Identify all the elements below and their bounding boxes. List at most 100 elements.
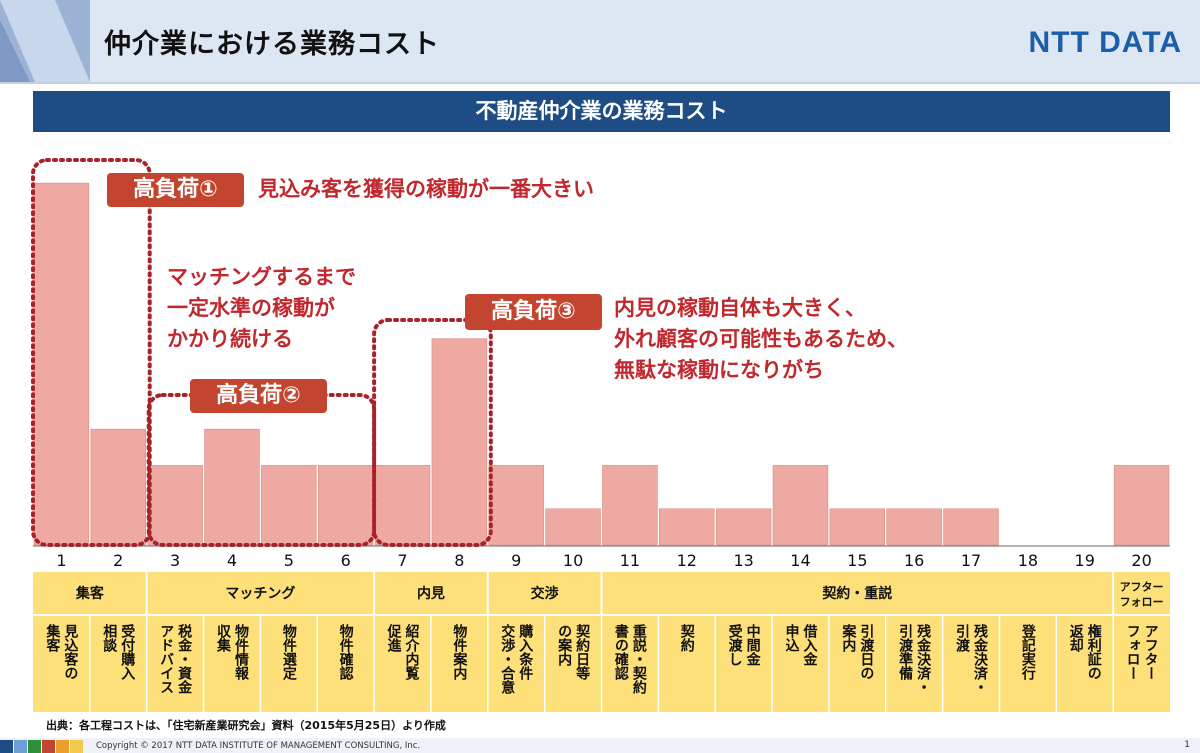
bar-11 bbox=[602, 465, 658, 546]
header-corner-graphic bbox=[0, 0, 90, 82]
chart-title: 不動産仲介業の業務コスト bbox=[33, 91, 1170, 132]
header: 仲介業における業務コスト NTT DATA bbox=[0, 0, 1200, 82]
tick-label-19: 19 bbox=[1075, 551, 1095, 570]
task-label-4: 収集 bbox=[215, 623, 232, 653]
footer-square-orange bbox=[56, 740, 69, 753]
task-label-15: 案内 bbox=[840, 623, 857, 653]
high-load-2-note: マッチングするまで 一定水準の稼動が かかり続ける bbox=[167, 265, 356, 351]
footer-square-lightblue bbox=[14, 740, 27, 753]
task-label-3: アドバイス bbox=[158, 624, 174, 694]
task-label-11: 書の確認 bbox=[613, 623, 629, 681]
task-label-14: 申込 bbox=[783, 623, 799, 652]
phase-label: フォロー bbox=[1120, 596, 1164, 609]
task-label-10: の案内 bbox=[556, 624, 573, 667]
tick-label-3: 3 bbox=[170, 551, 180, 570]
bar-20 bbox=[1113, 465, 1170, 546]
tick-label-9: 9 bbox=[511, 551, 521, 570]
task-label-7: 促進 bbox=[386, 623, 403, 653]
tick-label-12: 12 bbox=[677, 551, 697, 570]
phase-label: アフター bbox=[1120, 581, 1164, 594]
phase-label: 内見 bbox=[417, 585, 445, 602]
task-label-16: 引渡準備 bbox=[897, 624, 913, 681]
bar-5 bbox=[261, 465, 317, 546]
task-label-20: アフター bbox=[1143, 624, 1159, 680]
high-load-3-note: 内見の稼動自体も大きく、 外れ顧客の可能性もあるため、 無駄な稼動になりがち bbox=[614, 296, 908, 382]
tick-label-10: 10 bbox=[563, 551, 583, 570]
tick-label-11: 11 bbox=[620, 551, 640, 570]
task-label-13: 受渡し bbox=[727, 623, 743, 666]
bar-1 bbox=[33, 182, 90, 546]
bar-4 bbox=[204, 428, 260, 546]
bar-10 bbox=[545, 508, 601, 546]
task-label-18: 登記実行 bbox=[1020, 623, 1037, 681]
bar-3 bbox=[147, 465, 203, 546]
task-label-4: 物件情報 bbox=[233, 623, 249, 681]
header-divider bbox=[0, 82, 1200, 84]
task-label-2: 受付購入 bbox=[119, 623, 136, 680]
task-label-11: 重説・契約 bbox=[631, 623, 648, 695]
tick-label-1: 1 bbox=[56, 551, 66, 570]
bar-9 bbox=[488, 465, 544, 546]
task-label-9: 購入条件 bbox=[517, 623, 534, 681]
task-label-1: 集客 bbox=[44, 623, 61, 652]
high-load-1-note: 見込み客を獲得の稼動が一番大きい bbox=[258, 177, 594, 201]
footer-bar bbox=[0, 738, 1200, 753]
bar-17 bbox=[943, 508, 999, 546]
tick-label-16: 16 bbox=[904, 551, 924, 570]
bar-2 bbox=[90, 428, 146, 546]
tick-label-6: 6 bbox=[341, 551, 351, 570]
task-label-3: 税金・資金 bbox=[176, 623, 193, 694]
tick-label-13: 13 bbox=[733, 551, 753, 570]
task-label-14: 借入金 bbox=[801, 623, 818, 666]
task-label-19: 返却 bbox=[1068, 623, 1084, 653]
task-label-17: 残金決済・ bbox=[972, 623, 989, 694]
task-label-17: 引渡 bbox=[954, 624, 970, 653]
high-load-3-tag: 高負荷③ bbox=[465, 294, 602, 330]
tick-label-17: 17 bbox=[961, 551, 981, 570]
bar-6 bbox=[317, 465, 374, 546]
tick-label-20: 20 bbox=[1131, 551, 1151, 570]
tick-label-7: 7 bbox=[397, 551, 407, 570]
high-load-1-tag: 高負荷① bbox=[107, 173, 244, 207]
tick-label-15: 15 bbox=[847, 551, 867, 570]
bar-15 bbox=[829, 508, 886, 546]
task-label-2: 相談 bbox=[101, 623, 117, 653]
bar-16 bbox=[886, 508, 942, 546]
tick-label-14: 14 bbox=[790, 551, 810, 570]
high-load-3-box bbox=[372, 318, 493, 547]
footer-square-blue bbox=[0, 740, 13, 753]
task-label-1: 見込客の bbox=[62, 624, 79, 680]
page-number: 1 bbox=[1184, 740, 1190, 750]
phase-label: 契約・重説 bbox=[821, 585, 892, 602]
task-label-15: 引渡日の bbox=[858, 624, 874, 680]
bar-12 bbox=[659, 508, 715, 546]
copyright: Copyright © 2017 NTT DATA INSTITUTE OF M… bbox=[96, 741, 421, 751]
task-label-19: 権利証の bbox=[1086, 623, 1102, 680]
phase-label: マッチング bbox=[225, 585, 295, 602]
footer-square-green bbox=[28, 740, 41, 753]
task-label-20: フォロー bbox=[1125, 624, 1141, 680]
source-note: 出典：各工程コストは、「住宅新産業研究会」資料（2015年5月25日）より作成 bbox=[46, 719, 446, 732]
task-label-9: 交渉・合意 bbox=[499, 623, 515, 695]
task-label-8: 物件案内 bbox=[451, 623, 468, 681]
tick-label-8: 8 bbox=[454, 551, 464, 570]
tick-label-2: 2 bbox=[113, 551, 123, 570]
phase-label: 集客 bbox=[75, 585, 105, 602]
task-label-6: 物件確認 bbox=[338, 623, 354, 681]
task-label-12: 契約 bbox=[679, 623, 696, 653]
task-label-7: 紹介内覧 bbox=[404, 623, 421, 681]
tick-label-5: 5 bbox=[284, 551, 294, 570]
footer-square-red bbox=[42, 740, 55, 753]
bar-7 bbox=[374, 465, 431, 546]
bar-13 bbox=[715, 508, 772, 546]
phase-label: 交渉 bbox=[531, 585, 559, 602]
high-load-2-tag: 高負荷② bbox=[190, 379, 327, 413]
task-label-13: 中間金 bbox=[745, 623, 762, 666]
task-label-16: 残金決済・ bbox=[915, 623, 932, 694]
tick-label-4: 4 bbox=[227, 551, 237, 570]
task-label-10: 契約日等 bbox=[574, 623, 591, 681]
page-title: 仲介業における業務コスト bbox=[104, 29, 440, 60]
footer-square-yellow bbox=[70, 740, 83, 753]
high-load-1-box bbox=[31, 158, 152, 547]
